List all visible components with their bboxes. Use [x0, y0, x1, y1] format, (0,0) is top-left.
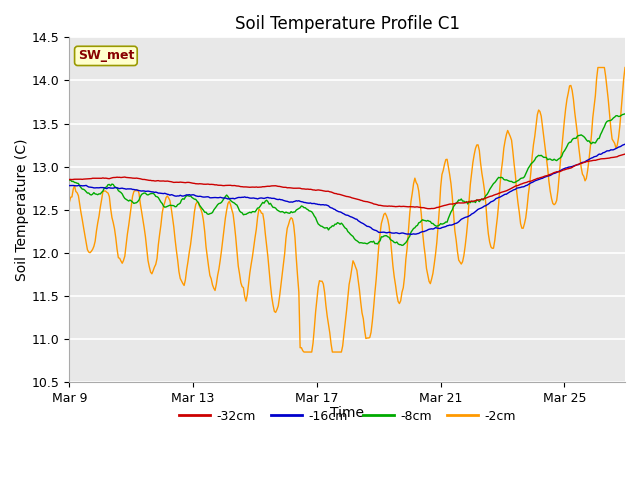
- Text: SW_met: SW_met: [77, 49, 134, 62]
- Legend: -32cm, -16cm, -8cm, -2cm: -32cm, -16cm, -8cm, -2cm: [173, 405, 520, 428]
- X-axis label: Time: Time: [330, 407, 364, 420]
- Title: Soil Temperature Profile C1: Soil Temperature Profile C1: [235, 15, 460, 33]
- Y-axis label: Soil Temperature (C): Soil Temperature (C): [15, 139, 29, 281]
